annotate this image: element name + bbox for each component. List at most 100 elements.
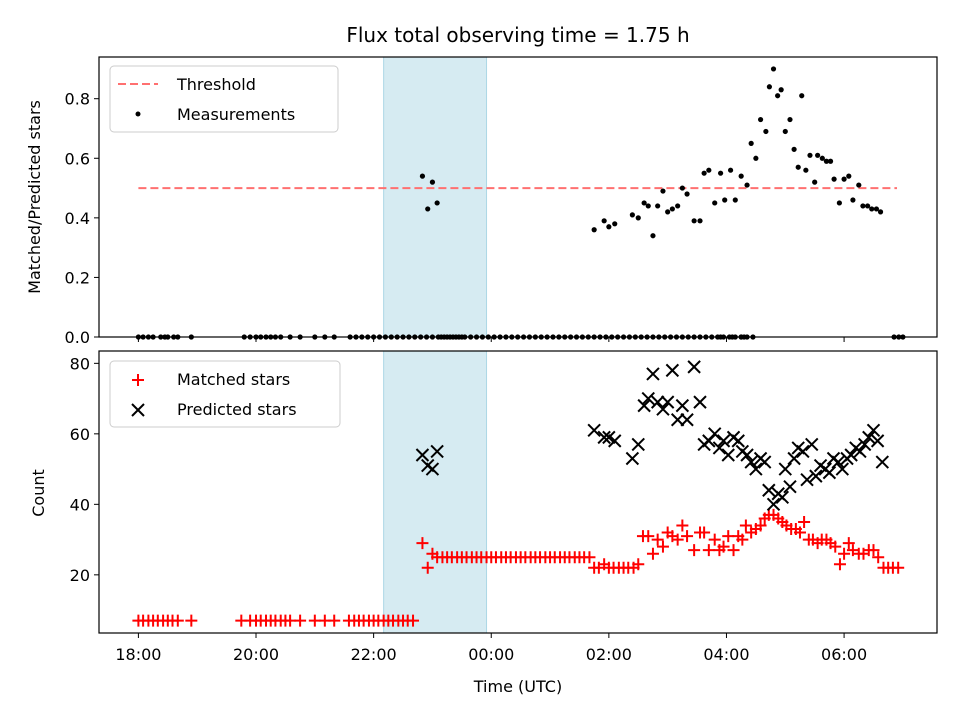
measurement-point (753, 155, 759, 161)
measurement-point (722, 197, 728, 203)
predicted-star-point (708, 427, 722, 441)
predicted-star-point (857, 437, 872, 452)
top-legend-box (109, 65, 339, 133)
predicted-star-point (675, 398, 690, 413)
top-y-axis-label: Matched/Predicted stars (25, 100, 44, 294)
matched-star-point (688, 544, 701, 557)
measurement-point (717, 170, 724, 176)
matched-star-point (671, 533, 684, 546)
predicted-star-point (656, 402, 670, 416)
bottom-x-tick-label: 02:00 (586, 645, 632, 664)
predicted-star-point (740, 448, 754, 462)
measurement-point (697, 218, 703, 224)
predicted-star-point (716, 434, 731, 448)
matched-star-point (892, 561, 905, 574)
predicted-star-point (587, 423, 601, 438)
matched-star-point (736, 533, 749, 546)
matched-star-point (646, 547, 659, 560)
top-y-tick-label: 0.4 (65, 209, 90, 228)
matched-star-point (838, 547, 851, 560)
top-y-tick-label: 0.8 (65, 90, 90, 109)
top-x-ticks (137, 337, 845, 342)
matched-star-point (727, 544, 740, 557)
bottom-y-ticks: 20 40 60 80 (70, 354, 99, 585)
predicted-star-point (608, 434, 622, 448)
bottom-y-tick-label: 80 (70, 354, 90, 373)
measurement-point (846, 173, 852, 179)
predicted-star-point (853, 444, 867, 459)
matched-star-point (185, 614, 198, 627)
matched-star-point (407, 614, 420, 627)
top-highlight-span (383, 56, 488, 338)
matched-star-point (421, 561, 434, 574)
predicted-star-point (800, 472, 814, 487)
predicted-star-point (762, 483, 776, 497)
measurement-point (606, 224, 612, 230)
predicted-star-point (875, 455, 890, 469)
measurement-point (434, 200, 440, 206)
predicted-star-point (862, 430, 876, 445)
measurement-point (807, 152, 813, 158)
matched-star-point (872, 551, 885, 564)
bottom-x-ticks: 18:00 20:00 22:00 00:00 02:00 04:00 06:00 (115, 633, 867, 664)
predicted-star-point (831, 455, 845, 469)
measurement-point (865, 203, 871, 209)
measurement-point (770, 66, 777, 72)
bottom-x-tick-label: 06:00 (821, 645, 867, 664)
matched-star-point (708, 533, 721, 546)
predicted-star-point (641, 391, 655, 406)
predicted-star-point (822, 465, 837, 480)
top-panel: 0.00.20.40.60.8 Matched/Predicted stars … (25, 56, 938, 347)
measurement-point (795, 164, 801, 170)
measurement-point (679, 185, 685, 191)
predicted-star-point (693, 395, 707, 409)
bottom-y-tick-label: 20 (70, 566, 90, 585)
bottom-x-tick-label: 20:00 (233, 645, 279, 664)
top-axes-frame (98, 56, 938, 338)
measurement-point (860, 203, 866, 209)
predicted-star-point (805, 437, 819, 452)
bottom-axes-frame (98, 350, 938, 634)
measurement-point (669, 206, 675, 212)
measurement-point (831, 176, 837, 182)
bottom-y-tick-label: 40 (70, 495, 90, 514)
matched-star-point (642, 530, 655, 543)
top-y-ticks: 0.0 0.2 0.4 0.6 0.8 (65, 90, 99, 347)
legend-matched-label: Matched stars (177, 370, 290, 389)
predicted-star-point (796, 444, 810, 459)
measurement-point (856, 182, 862, 188)
top-y-tick-label: 0.6 (65, 149, 90, 168)
matched-star-point (632, 558, 645, 571)
legend-measurements-swatch (135, 111, 141, 117)
bottom-highlight-span (383, 350, 488, 634)
predicted-star-point (744, 455, 758, 469)
matched-star-point (717, 540, 730, 553)
predicted-star-point (787, 451, 801, 466)
predicted-star-point (809, 469, 823, 483)
measurement-point (850, 197, 856, 203)
measurement-point (629, 212, 635, 218)
top-y-tick-label: 0.0 (65, 328, 90, 347)
predicted-star-point (783, 480, 797, 494)
predicted-star-point (870, 434, 885, 448)
measurement-point (712, 200, 718, 206)
measurement-point (791, 146, 797, 152)
measurement-point (691, 218, 697, 224)
measurement-point (635, 215, 641, 221)
predicted-star-point (425, 462, 440, 476)
measurement-point (425, 206, 431, 212)
predicted-star-point (687, 360, 701, 374)
measurement-point (650, 233, 656, 239)
measurement-point (799, 93, 805, 99)
measurement-point (873, 206, 880, 212)
measurement-point (841, 176, 847, 182)
matched-star-point (754, 519, 767, 532)
measurement-point (877, 209, 884, 215)
predicted-star-point (660, 395, 675, 409)
matched-star-point (651, 533, 664, 546)
predicted-star-point (749, 462, 763, 476)
measurement-point (738, 173, 744, 179)
matched-star-point (583, 551, 596, 564)
measurement-point (665, 209, 671, 215)
bottom-x-tick-label: 18:00 (115, 645, 161, 664)
